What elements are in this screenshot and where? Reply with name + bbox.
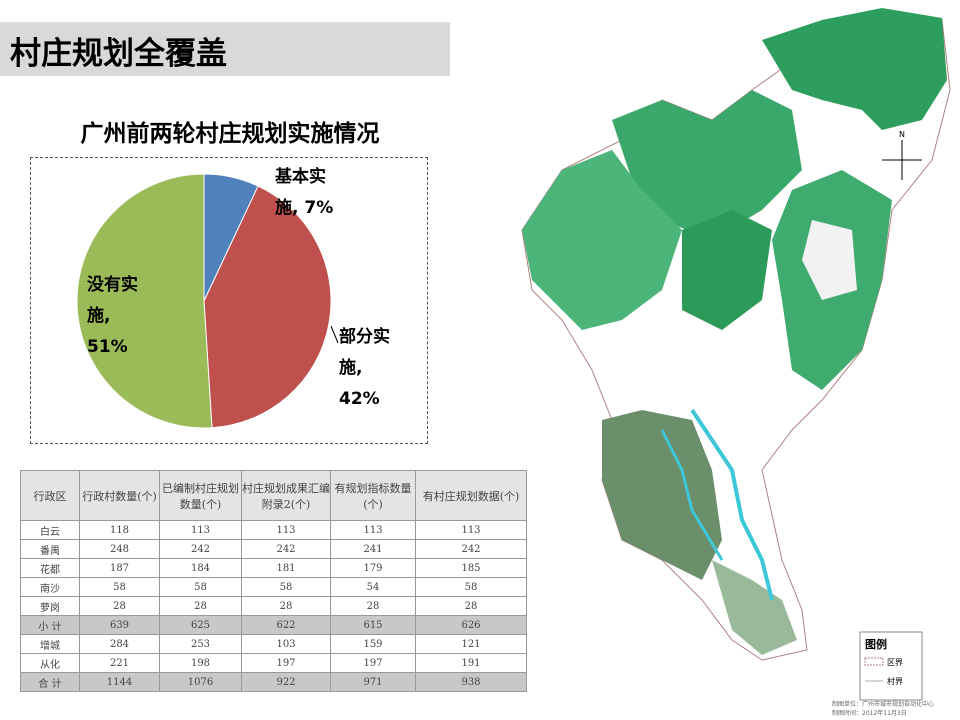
table-cell: 增城 [20,634,80,654]
table-cell: 小 计 [20,615,80,635]
table-cell: 28 [330,596,416,616]
map-area [682,210,772,330]
table-cell: 花都 [20,558,80,578]
table-cell: 58 [241,577,331,597]
table-cell: 242 [159,539,242,559]
map-area [712,560,797,655]
table-cell: 615 [330,615,416,635]
header-cell: 行政区 [20,470,80,521]
table-cell: 179 [330,558,416,578]
table-cell: 白云 [20,520,80,540]
north-label: N [899,130,905,139]
river [690,408,774,601]
map-area [802,220,857,300]
table-row: 小 计 639 625 622 615 626 [20,615,527,635]
table-cell: 28 [159,596,242,616]
map-area [602,410,722,580]
table-cell: 南沙 [20,577,80,597]
leader-line [330,325,339,344]
table-cell: 184 [159,558,242,578]
map-area [522,150,682,330]
table-row: 花都 187 184 181 179 185 [20,558,527,578]
pie-box: 基本实施, 7% 部分实施, 42% 没有实施, 51% [30,157,428,444]
table-cell: 181 [241,558,331,578]
header-cell: 有村庄规划数据(个) [415,470,527,521]
table-cell: 1076 [159,672,242,692]
table-cell: 28 [241,596,331,616]
map-area [762,8,947,130]
table-cell: 197 [330,653,416,673]
table-cell: 922 [241,672,331,692]
table-cell: 198 [159,653,242,673]
data-label: 基本实施, 7% [275,167,334,218]
credit: 制图时间：2012年11月3日 [832,709,907,717]
table-cell: 番禺 [20,539,80,559]
pie-chart [76,173,339,429]
river [660,429,724,561]
table-cell: 248 [79,539,160,559]
table-row: 从化 221 198 197 197 191 [20,653,527,673]
legend-swatch [864,657,884,666]
header-cell: 行政村数量(个) [79,470,160,521]
table-cell: 103 [241,634,331,654]
table-cell: 241 [330,539,416,559]
table-cell: 113 [159,520,242,540]
legend-item: 村界 [887,676,903,686]
table-cell: 253 [159,634,242,654]
header-cell: 村庄规划成果汇编附录2(个) [241,470,331,521]
table-cell: 242 [241,539,331,559]
table-cell: 合 计 [20,672,80,692]
table-row: 合 计 1144 1076 922 971 938 [20,672,527,692]
pie-slice [76,173,213,429]
chart-title: 广州前两轮村庄规划实施情况 [80,121,380,147]
slide-title: 村庄规划全覆盖 [10,36,227,72]
legend-box [859,631,923,701]
pie-slice [203,185,332,429]
table-cell: 从化 [20,653,80,673]
table-cell: 118 [79,520,160,540]
map-area [612,90,802,240]
table-cell: 221 [79,653,160,673]
legend-item: 区界 [887,658,903,667]
table-cell: 28 [79,596,160,616]
table-cell: 113 [241,520,331,540]
table-row: 增城 284 253 103 159 121 [20,634,527,654]
header-cell: 有规划指标数量(个) [330,470,416,521]
credit: 制图单位：广州市城市规划自动化中心 [832,700,934,708]
table-cell: 625 [159,615,242,635]
header-cell: 已编制村庄规划数量(个) [159,470,242,521]
table-row: 白云 118 113 113 113 113 [20,520,527,540]
data-label: 部分实施, 42% [339,327,390,409]
map: N 图例 区界 村界 制图单位：广州市城市规划自动化中心 制图时间：2012年1… [521,8,951,717]
table-cell: 938 [415,672,527,692]
table-cell: 971 [330,672,416,692]
data-label: 没有实施, 51% [87,275,138,357]
table-row: 南沙 58 58 58 54 58 [20,577,527,597]
table-header-row: 行政区 行政村数量(个) 已编制村庄规划数量(个) 村庄规划成果汇编附录2(个) 有规划… [20,470,527,521]
table-cell: 159 [330,634,416,654]
table-cell: 197 [241,653,331,673]
table-cell: 284 [79,634,160,654]
table-cell: 58 [159,577,242,597]
data-table: 行政区 行政村数量(个) 已编制村庄规划数量(个) 村庄规划成果汇编附录2(个) 有规划… [20,470,527,692]
table-cell: 54 [330,577,416,597]
table-row: 萝岗 28 28 28 28 28 [20,596,527,616]
table-cell: 1144 [79,672,160,692]
table-cell: 58 [79,577,160,597]
table-cell: 187 [79,558,160,578]
table-cell: 113 [330,520,416,540]
table-row: 番禺 248 242 242 241 242 [20,539,527,559]
table-cell: 626 [415,615,527,635]
title-bar [0,22,450,76]
table-cell: 萝岗 [20,596,80,616]
legend-title: 图例 [865,637,887,651]
table-cell: 639 [79,615,160,635]
table-cell: 622 [241,615,331,635]
